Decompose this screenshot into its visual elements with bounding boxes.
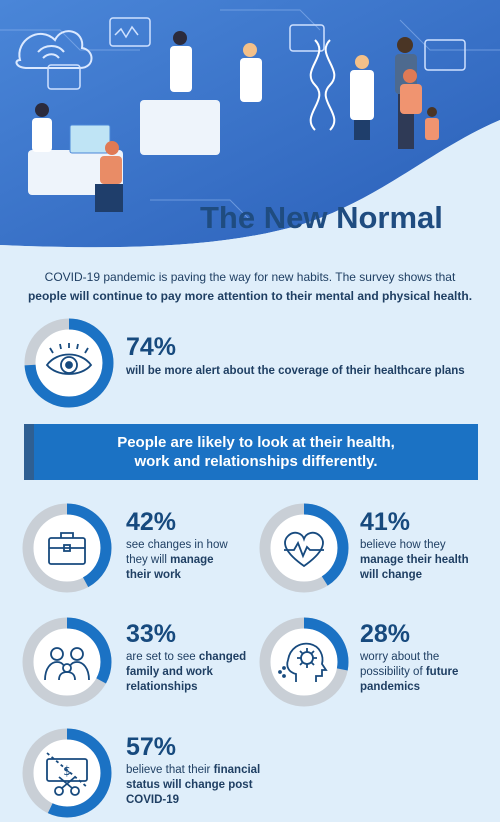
family-icon bbox=[44, 647, 90, 681]
stat-description: will be more alert about the coverage of… bbox=[126, 364, 486, 379]
heartbeat-icon bbox=[284, 531, 324, 568]
stat-description: believe how they manage their health wil… bbox=[360, 538, 480, 583]
hero-illustration bbox=[0, 0, 500, 260]
family-figure bbox=[395, 37, 439, 149]
stat-value: 57% bbox=[126, 733, 177, 761]
stat-highlight: financial status will change post COVID-… bbox=[126, 764, 261, 806]
page-title: The New Normal bbox=[200, 200, 443, 235]
doctor-figure bbox=[32, 103, 52, 152]
doctor-figure bbox=[170, 31, 192, 92]
stat-description: believe that their financial status will… bbox=[126, 763, 266, 808]
stat-highlight: manage their health will change bbox=[360, 554, 469, 581]
stat-highlight: changed family and work relationships bbox=[126, 651, 247, 693]
stat-value: 41% bbox=[360, 508, 411, 536]
nurse-figure bbox=[240, 43, 262, 102]
stat-description: worry about the possibility of future pa… bbox=[360, 650, 480, 695]
briefcase-icon bbox=[48, 532, 86, 565]
ring-progress bbox=[259, 503, 349, 593]
stat-description: are set to see changed family and work r… bbox=[126, 650, 258, 695]
stat-ring bbox=[259, 617, 349, 707]
stat-ring bbox=[22, 503, 112, 593]
stat-ring: $ bbox=[22, 728, 112, 818]
banner: People are likely to look at their healt… bbox=[24, 424, 478, 480]
stat-value: 28% bbox=[360, 620, 411, 648]
stat-highlight: manage their work bbox=[126, 554, 214, 581]
stat-ring bbox=[24, 318, 114, 408]
cloud-icon bbox=[15, 30, 93, 69]
patient-figure bbox=[95, 141, 123, 212]
stat-text: believe how they bbox=[360, 539, 446, 551]
ring-progress bbox=[22, 617, 112, 707]
stat-text: worry about the possibility of bbox=[360, 651, 440, 678]
stat-text: believe that their bbox=[126, 764, 211, 776]
eye-icon bbox=[45, 343, 93, 375]
ring-progress bbox=[259, 617, 349, 707]
ring-progress bbox=[24, 318, 114, 408]
banner-line2: work and relationships differently. bbox=[134, 453, 378, 470]
ring-progress bbox=[22, 503, 112, 593]
stat-ring bbox=[22, 617, 112, 707]
stat-highlight: will be more alert about the coverage of… bbox=[126, 365, 465, 377]
stat-ring bbox=[259, 503, 349, 593]
doctor-figure bbox=[350, 55, 374, 140]
intro-line1: COVID-19 pandemic is paving the way for … bbox=[44, 270, 456, 284]
cut-money-icon: $ bbox=[46, 752, 88, 796]
ring-progress bbox=[22, 728, 112, 818]
stat-text: are set to see bbox=[126, 651, 196, 663]
stat-value: 74% bbox=[126, 333, 177, 361]
banner-line1: People are likely to look at their healt… bbox=[117, 434, 395, 451]
stat-value: 33% bbox=[126, 620, 177, 648]
stat-text: see changes in how they will bbox=[126, 539, 228, 566]
intro-line2: people will continue to pay more attenti… bbox=[27, 289, 473, 303]
intro-text: COVID-19 pandemic is paving the way for … bbox=[20, 268, 480, 306]
dna-icon bbox=[309, 39, 336, 131]
stat-description: see changes in how they will manage thei… bbox=[126, 538, 238, 583]
stat-value: 42% bbox=[126, 508, 177, 536]
head-virus-icon bbox=[278, 642, 328, 682]
stat-highlight: future pandemics bbox=[360, 666, 459, 693]
